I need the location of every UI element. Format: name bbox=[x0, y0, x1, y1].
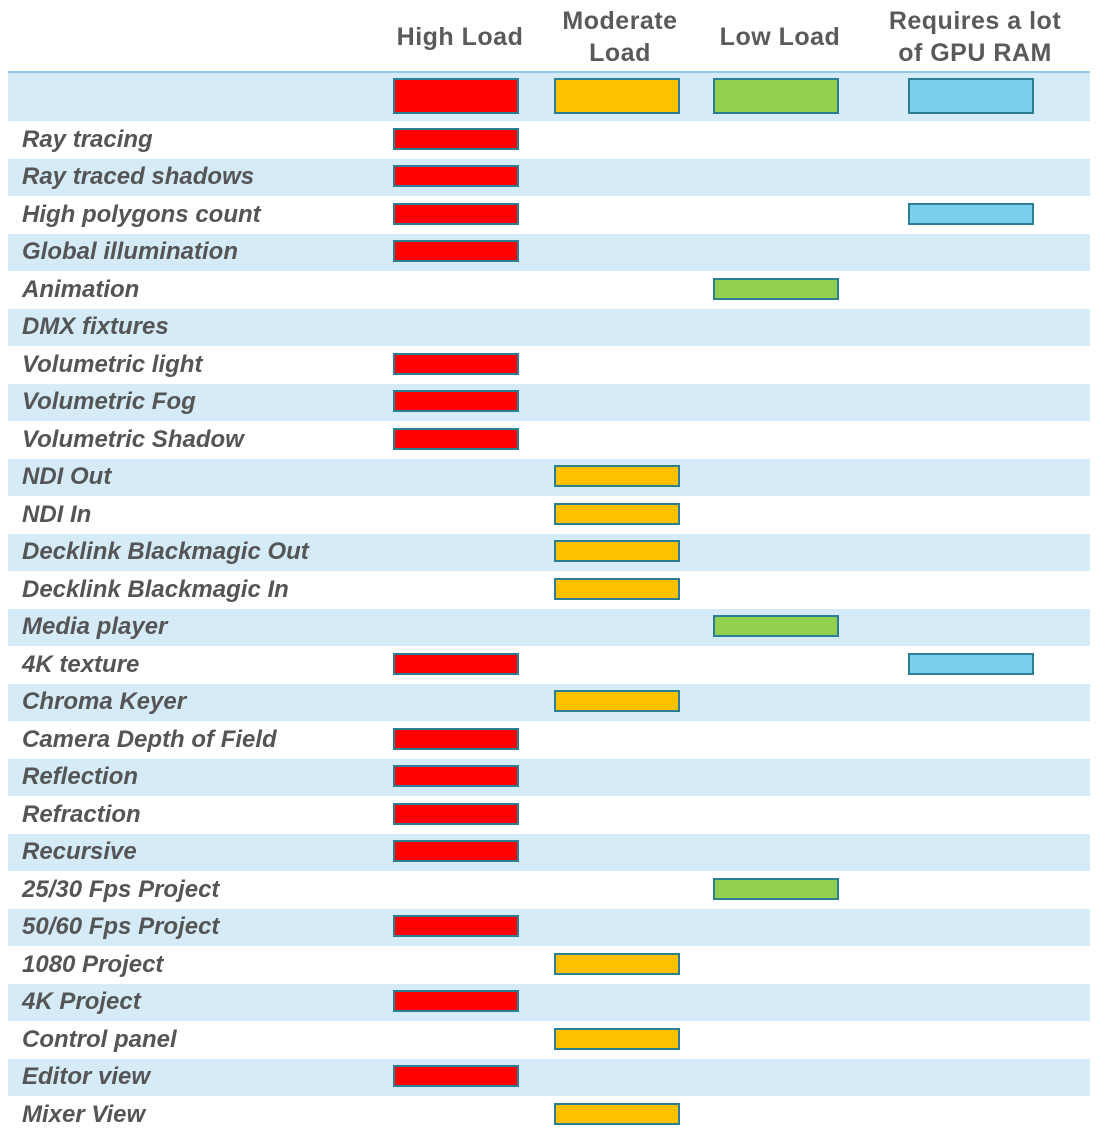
legend-swatch-moderate-load bbox=[554, 78, 680, 114]
column-header-low-load: Low Load bbox=[719, 23, 841, 51]
row-label: Chroma Keyer bbox=[22, 688, 187, 716]
row-label: Media player bbox=[22, 613, 168, 641]
legend-swatch-low-load bbox=[713, 78, 839, 114]
load-bar-high bbox=[393, 990, 519, 1013]
load-bar-high bbox=[393, 802, 519, 825]
load-bar-high bbox=[393, 840, 519, 863]
row-label: Animation bbox=[22, 275, 140, 303]
load-bar-low bbox=[713, 877, 839, 900]
load-bar-high bbox=[393, 1065, 519, 1088]
load-bar-gpu bbox=[908, 202, 1034, 225]
row-label: Recursive bbox=[22, 838, 137, 866]
load-bar-high bbox=[393, 127, 519, 150]
row-label: 50/60 Fps Project bbox=[22, 913, 220, 941]
load-bar-moderate bbox=[554, 540, 680, 563]
row-label: NDI In bbox=[22, 500, 92, 528]
load-bar-gpu bbox=[908, 652, 1034, 675]
load-bar-moderate bbox=[554, 690, 680, 713]
table-row: High polygons count bbox=[8, 196, 1090, 234]
table-row: Ray traced shadows bbox=[8, 158, 1090, 196]
column-header-gpu-ram: Requires a lot of GPU RAM bbox=[888, 7, 1062, 67]
table-row: Chroma Keyer bbox=[8, 683, 1090, 721]
row-label: 1080 Project bbox=[22, 950, 164, 978]
table-row: 1080 Project bbox=[8, 946, 1090, 984]
table-row: Refraction bbox=[8, 796, 1090, 834]
table-row: Volumetric Shadow bbox=[8, 421, 1090, 459]
load-bar-high bbox=[393, 652, 519, 675]
row-label: Reflection bbox=[22, 763, 139, 791]
table-row: Global illumination bbox=[8, 233, 1090, 271]
table-row: Volumetric Fog bbox=[8, 383, 1090, 421]
load-bar-low bbox=[713, 277, 839, 300]
table-row: NDI In bbox=[8, 496, 1090, 534]
load-bar-moderate bbox=[554, 465, 680, 488]
table-row: Reflection bbox=[8, 758, 1090, 796]
table-row: 50/60 Fps Project bbox=[8, 908, 1090, 946]
load-bar-high bbox=[393, 765, 519, 788]
row-label: Decklink Blackmagic In bbox=[22, 575, 289, 603]
table-row: 4K texture bbox=[8, 646, 1090, 684]
load-bar-high bbox=[393, 352, 519, 375]
row-label: Ray tracing bbox=[22, 125, 153, 153]
load-bar-moderate bbox=[554, 952, 680, 975]
legend-row bbox=[8, 73, 1090, 121]
row-label: DMX fixtures bbox=[22, 313, 169, 341]
row-label: Camera Depth of Field bbox=[22, 725, 277, 753]
table-row: NDI Out bbox=[8, 458, 1090, 496]
row-label: Volumetric Shadow bbox=[22, 425, 244, 453]
load-bar-high bbox=[393, 427, 519, 450]
row-label: Mixer View bbox=[22, 1100, 146, 1128]
table-row: Media player bbox=[8, 608, 1090, 646]
load-bar-moderate bbox=[554, 502, 680, 525]
legend-swatch-gpu-ram bbox=[908, 78, 1034, 114]
row-label: Volumetric light bbox=[22, 350, 203, 378]
load-bar-moderate bbox=[554, 1102, 680, 1125]
table-header: High Load Moderate Load Low Load Require… bbox=[0, 0, 1108, 72]
table-row: 4K Project bbox=[8, 983, 1090, 1021]
table-row: Camera Depth of Field bbox=[8, 721, 1090, 759]
row-label: High polygons count bbox=[22, 200, 261, 228]
table-row: Editor view bbox=[8, 1058, 1090, 1096]
table-row: Ray tracing bbox=[8, 121, 1090, 159]
row-label: NDI Out bbox=[22, 463, 112, 491]
load-bar-low bbox=[713, 615, 839, 638]
row-label: 25/30 Fps Project bbox=[22, 875, 220, 903]
table-row: Decklink Blackmagic In bbox=[8, 571, 1090, 609]
table-row: Mixer View bbox=[8, 1096, 1090, 1134]
load-bar-high bbox=[393, 202, 519, 225]
header-rule bbox=[8, 71, 1090, 73]
table-row: Recursive bbox=[8, 833, 1090, 871]
row-label: Ray traced shadows bbox=[22, 163, 255, 191]
row-label: Volumetric Fog bbox=[22, 388, 196, 416]
load-bar-high bbox=[393, 390, 519, 413]
load-bar-high bbox=[393, 240, 519, 263]
row-label: Decklink Blackmagic Out bbox=[22, 538, 309, 566]
load-table: Ray tracing Ray traced shadows High polygo… bbox=[8, 73, 1090, 1134]
table-row: Animation bbox=[8, 271, 1090, 309]
row-label: Global illumination bbox=[22, 238, 238, 266]
row-label: Control panel bbox=[22, 1025, 177, 1053]
row-label: Refraction bbox=[22, 800, 141, 828]
table-row: Volumetric light bbox=[8, 346, 1090, 384]
load-bar-moderate bbox=[554, 1027, 680, 1050]
table-row: Control panel bbox=[8, 1021, 1090, 1059]
load-bar-high bbox=[393, 727, 519, 750]
column-header-moderate-load: Moderate Load bbox=[562, 7, 678, 67]
load-bar-moderate bbox=[554, 577, 680, 600]
row-label: Editor view bbox=[22, 1063, 151, 1091]
table-row: Decklink Blackmagic Out bbox=[8, 533, 1090, 571]
table-row: DMX fixtures bbox=[8, 308, 1090, 346]
row-label: 4K texture bbox=[22, 650, 140, 678]
load-bar-high bbox=[393, 915, 519, 938]
load-bar-high bbox=[393, 165, 519, 188]
legend-swatch-high-load bbox=[393, 78, 519, 114]
table-row: 25/30 Fps Project bbox=[8, 871, 1090, 909]
column-header-high-load: High Load bbox=[396, 23, 524, 51]
row-label: 4K Project bbox=[22, 988, 141, 1016]
